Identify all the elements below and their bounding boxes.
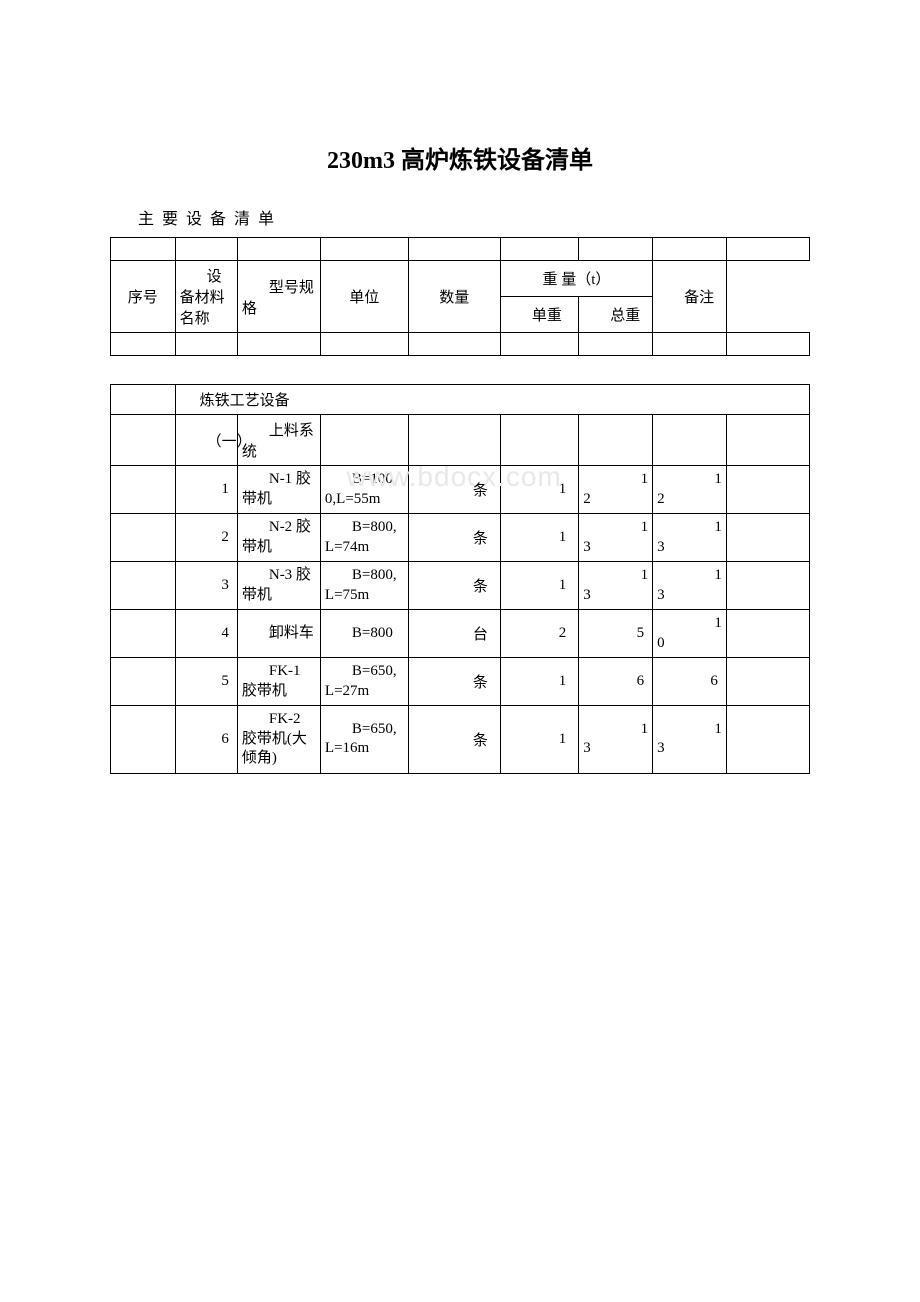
row-unit-weight: 12 <box>579 466 653 514</box>
table-row: 1 N-1 胶带机 B=1000,L=55m www.bdocx.com 条 1… <box>111 466 810 514</box>
header-qty: 数量 <box>408 261 500 333</box>
row-unit: 条 <box>408 514 500 562</box>
row-remark <box>726 466 809 514</box>
row-unit: 条 <box>408 706 500 774</box>
data-table: 炼铁工艺设备 （一） 上料系统 1 N-1 胶带机 B=1000,L=55m w… <box>110 384 810 774</box>
row-unit-weight: 5 <box>579 610 653 658</box>
row-num: 2 <box>175 514 237 562</box>
table-row: 6 FK-2 胶带机(大倾角) B=650,L=16m 条 1 13 13 <box>111 706 810 774</box>
row-spec: B=800,L=74m <box>320 514 408 562</box>
row-num: 4 <box>175 610 237 658</box>
row-spec: B=800,L=75m <box>320 562 408 610</box>
row-unit-weight: 13 <box>579 706 653 774</box>
section-title: 炼铁工艺设备 <box>175 385 809 415</box>
row-unit-weight: 13 <box>579 514 653 562</box>
row-total-weight: 13 <box>653 562 727 610</box>
row-spec: B=650,L=27m <box>320 658 408 706</box>
header-seq: 序号 <box>111 261 176 333</box>
row-num: 6 <box>175 706 237 774</box>
row-unit: 条 <box>408 658 500 706</box>
subsection-name: 上料系统 <box>237 415 320 466</box>
row-num: 3 <box>175 562 237 610</box>
header-spec: 型号规格 <box>237 261 320 333</box>
row-total-weight: 6 <box>653 658 727 706</box>
row-qty: 1 <box>500 514 578 562</box>
table-row: （一） 上料系统 <box>111 415 810 466</box>
table-row: 2 N-2 胶带机 B=800,L=74m 条 1 13 13 <box>111 514 810 562</box>
row-unit: 台 <box>408 610 500 658</box>
row-qty: 1 <box>500 706 578 774</box>
row-remark <box>726 610 809 658</box>
subtitle: 主 要 设 备 清 单 <box>138 205 810 229</box>
header-weight: 重 量（t） <box>500 261 652 297</box>
row-remark <box>726 514 809 562</box>
header-unit-weight: 单重 <box>500 297 578 333</box>
row-remark <box>726 658 809 706</box>
row-total-weight: 12 <box>653 466 727 514</box>
row-remark <box>726 562 809 610</box>
header-name: 设备材料名称 <box>175 261 237 333</box>
table-row: 3 N-3 胶带机 B=800,L=75m 条 1 13 13 <box>111 562 810 610</box>
row-name: N-3 胶带机 <box>237 562 320 610</box>
row-total-weight: 10 <box>653 610 727 658</box>
row-qty: 2 <box>500 610 578 658</box>
page-title: 230m3 高炉炼铁设备清单 <box>110 140 810 175</box>
row-unit-weight: 6 <box>579 658 653 706</box>
header-total-weight: 总重 <box>579 297 653 333</box>
row-total-weight: 13 <box>653 514 727 562</box>
row-num: 1 <box>175 466 237 514</box>
row-unit-weight: 13 <box>579 562 653 610</box>
table-row: 5 FK-1 胶带机 B=650,L=27m 条 1 6 6 <box>111 658 810 706</box>
row-num: 5 <box>175 658 237 706</box>
row-name: 卸料车 <box>237 610 320 658</box>
row-qty: 1 <box>500 658 578 706</box>
header-table: 序号 设备材料名称 型号规格 单位 数量 重 量（t） 备注 单重 总重 <box>110 237 810 356</box>
subsection-num: （一） <box>175 415 237 466</box>
header-remark: 备注 <box>653 261 727 333</box>
row-spec: B=1000,L=55m <box>320 466 408 514</box>
row-total-weight: 13 <box>653 706 727 774</box>
row-unit: 条 <box>408 562 500 610</box>
row-name: FK-1 胶带机 <box>237 658 320 706</box>
row-name: N-1 胶带机 <box>237 466 320 514</box>
row-spec: B=650,L=16m <box>320 706 408 774</box>
table-row: 炼铁工艺设备 <box>111 385 810 415</box>
row-name: FK-2 胶带机(大倾角) <box>237 706 320 774</box>
row-qty: 1 <box>500 466 578 514</box>
row-unit: www.bdocx.com 条 <box>408 466 500 514</box>
row-spec: B=800 <box>320 610 408 658</box>
header-unit: 单位 <box>320 261 408 333</box>
row-qty: 1 <box>500 562 578 610</box>
table-row: 4 卸料车 B=800 台 2 5 10 <box>111 610 810 658</box>
row-remark <box>726 706 809 774</box>
row-name: N-2 胶带机 <box>237 514 320 562</box>
